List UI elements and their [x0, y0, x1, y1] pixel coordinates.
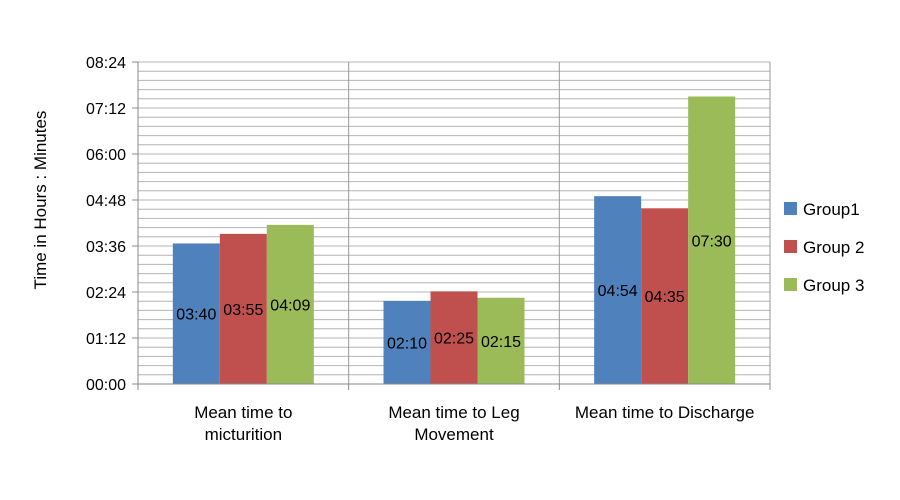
legend-swatch [784, 202, 797, 215]
bar [172, 243, 220, 384]
legend-label: Group1 [803, 200, 860, 219]
data-label: 02:15 [481, 334, 521, 351]
bar [477, 297, 525, 384]
x-axis: Mean time to micturition Mean time to Leg M… [137, 383, 771, 444]
bars [172, 96, 736, 384]
y-tick-label: 08:24 [86, 55, 126, 72]
bar [594, 196, 642, 384]
x-category-label: Mean time to [194, 403, 292, 422]
x-category-label: Mean time to Leg [388, 403, 519, 422]
legend-label: Group 3 [803, 276, 864, 295]
x-category-label: Movement [414, 425, 494, 444]
y-axis-title: Time in Hours : Minutes [31, 111, 50, 290]
bar [383, 300, 431, 384]
data-label: 04:09 [270, 297, 310, 314]
y-tick-label: 07:12 [86, 101, 126, 118]
x-category-label: micturition [205, 425, 282, 444]
y-tick-label: 02:24 [86, 285, 126, 302]
data-label: 04:35 [645, 289, 685, 306]
y-tick-label: 01:12 [86, 331, 126, 348]
x-category-label: Mean time to Discharge [575, 403, 755, 422]
bar [641, 208, 689, 384]
data-label: 04:54 [598, 283, 638, 300]
y-tick-label: 03:36 [86, 239, 126, 256]
legend: Group1 Group 2 Group 3 [784, 200, 864, 295]
bar [430, 291, 478, 384]
legend-label: Group 2 [803, 238, 864, 257]
y-tick-label: 04:48 [86, 193, 126, 210]
legend-swatch [784, 278, 797, 291]
bar [688, 96, 736, 384]
y-tick-label: 06:00 [86, 147, 126, 164]
y-axis: 00:00 01:12 02:24 03:36 04:48 06:00 07:12 08:24 [86, 55, 139, 394]
data-label: 03:40 [176, 307, 216, 324]
data-label: 02:10 [387, 335, 427, 352]
data-label: 03:55 [223, 302, 263, 319]
legend-swatch [784, 240, 797, 253]
data-labels: 03:40 03:55 04:09 02:10 02:25 02:15 04:54 04:35… [176, 233, 731, 352]
data-label: 02:25 [434, 331, 474, 348]
data-label: 07:30 [692, 233, 732, 250]
bar [266, 224, 314, 384]
bar [219, 233, 267, 384]
y-tick-label: 00:00 [86, 377, 126, 394]
